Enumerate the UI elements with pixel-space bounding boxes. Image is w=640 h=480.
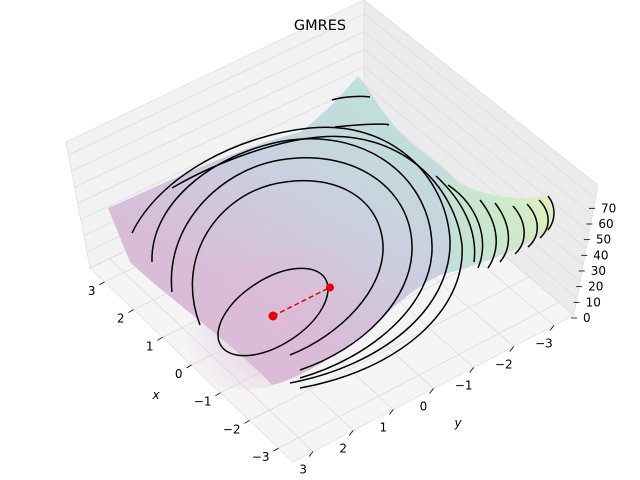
z-tick-label: 0	[583, 311, 591, 325]
x-tick-mark	[186, 364, 192, 369]
z-tick-label: 70	[601, 201, 616, 215]
y-tick-mark	[469, 367, 474, 373]
wall-gridline-z	[363, 83, 584, 266]
y-tick-mark	[549, 325, 555, 331]
surface-right-lobe	[440, 175, 553, 272]
y-tick-label: −3	[535, 337, 553, 351]
wall-gridline-z	[77, 66, 365, 204]
contour-line	[447, 184, 484, 269]
contour-line	[538, 199, 549, 239]
z-tick-label: 50	[596, 233, 611, 247]
x-tick-mark	[273, 447, 279, 452]
z-tick-label: 60	[598, 217, 613, 231]
y-tick-label: −2	[495, 358, 513, 372]
wall-gridline-z	[363, 31, 593, 216]
x-tick-mark	[215, 392, 221, 397]
x-tick-mark	[157, 336, 163, 341]
chart-title: GMRES	[294, 18, 346, 34]
y-tick-label: 1	[380, 421, 388, 435]
contour-line	[171, 135, 463, 389]
contour-line	[170, 157, 413, 371]
y-tick-label: 3	[299, 463, 307, 477]
contour-line	[435, 175, 476, 263]
contour-line	[191, 180, 384, 356]
y-tick-mark	[389, 409, 394, 415]
x-axis-label: x	[151, 388, 160, 402]
z-tick-label: 30	[591, 264, 606, 278]
y-tick-label: 2	[339, 442, 347, 456]
z-tick-label: 10	[586, 295, 601, 309]
z-tick-label: 40	[593, 248, 608, 262]
y-tick-mark	[348, 430, 354, 436]
z-tick-label: 20	[588, 280, 603, 294]
contour-line	[526, 203, 538, 248]
x-tick-label: 2	[117, 312, 125, 326]
y-tick-label: 0	[420, 400, 428, 414]
x-tick-label: −1	[194, 395, 212, 409]
y-axis-label: y	[453, 416, 462, 430]
y-tick-label: −1	[455, 379, 473, 393]
x-tick-label: 0	[175, 367, 183, 381]
contour-line	[494, 202, 510, 263]
y-axis-ticks: −3 −2 −1 0 1 2 3	[299, 325, 555, 477]
x-tick-mark	[99, 281, 105, 286]
x-tick-label: 1	[146, 339, 154, 353]
x-tick-mark	[128, 309, 134, 313]
contour-line	[512, 205, 525, 255]
x-tick-label: −2	[223, 422, 241, 436]
x-axis-ticks: −3 −2 −1 0 1 2 3	[88, 281, 279, 464]
y-tick-mark	[429, 388, 434, 394]
contour-line	[151, 138, 433, 379]
contour-line	[334, 123, 390, 128]
path-point	[325, 283, 334, 292]
path-segment	[272, 286, 331, 317]
y-tick-mark	[308, 451, 314, 457]
x-tick-mark	[244, 420, 250, 424]
gmres-path	[268, 283, 334, 321]
wall-gridline-z	[74, 48, 365, 188]
y-tick-mark	[509, 346, 515, 352]
contour-lines	[131, 95, 555, 389]
contour-line	[547, 195, 555, 231]
wall-gridline-z	[68, 13, 365, 156]
x-tick-label: 3	[88, 284, 96, 298]
contour-line	[131, 126, 451, 384]
contour-line	[331, 95, 371, 101]
path-point	[268, 311, 278, 321]
x-tick-label: −3	[252, 450, 270, 464]
wall-gridline-z	[71, 31, 365, 172]
contour-line	[479, 199, 497, 269]
wall-gridline-z	[363, 13, 596, 199]
contour-line	[217, 267, 329, 357]
